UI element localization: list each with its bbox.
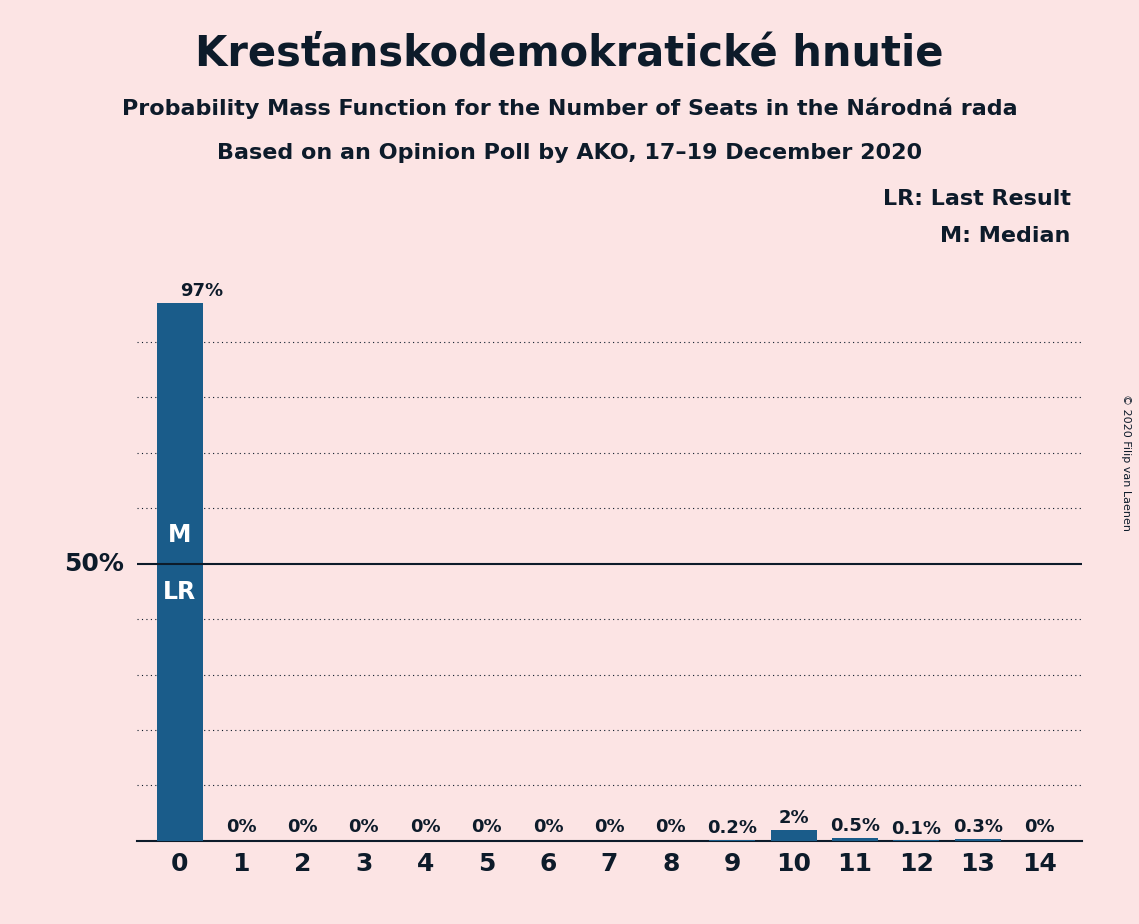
- Text: 0%: 0%: [595, 819, 624, 836]
- Text: 0%: 0%: [655, 819, 686, 836]
- Text: 0%: 0%: [472, 819, 502, 836]
- Text: 0.3%: 0.3%: [952, 819, 1002, 836]
- Text: M: Median: M: Median: [941, 226, 1071, 247]
- Bar: [710, 840, 755, 841]
- Text: LR: Last Result: LR: Last Result: [883, 189, 1071, 210]
- Text: 97%: 97%: [180, 283, 223, 300]
- Text: 0%: 0%: [226, 819, 256, 836]
- Text: 2%: 2%: [778, 809, 809, 827]
- Text: 0.5%: 0.5%: [830, 818, 880, 835]
- Text: 0%: 0%: [1024, 819, 1055, 836]
- Text: Based on an Opinion Poll by AKO, 17–19 December 2020: Based on an Opinion Poll by AKO, 17–19 D…: [216, 143, 923, 164]
- Text: 0.1%: 0.1%: [892, 820, 941, 837]
- Bar: [157, 303, 203, 841]
- Bar: [831, 838, 878, 841]
- Text: 0%: 0%: [533, 819, 564, 836]
- Bar: [770, 830, 817, 841]
- Text: M: M: [167, 523, 191, 547]
- Text: 0%: 0%: [410, 819, 441, 836]
- Text: 0%: 0%: [287, 819, 318, 836]
- Text: Kresťanskodemokratické hnutie: Kresťanskodemokratické hnutie: [195, 32, 944, 74]
- Text: 0%: 0%: [349, 819, 379, 836]
- Text: LR: LR: [163, 580, 196, 604]
- Text: © 2020 Filip van Laenen: © 2020 Filip van Laenen: [1121, 394, 1131, 530]
- Text: Probability Mass Function for the Number of Seats in the Národná rada: Probability Mass Function for the Number…: [122, 97, 1017, 118]
- Bar: [954, 839, 1001, 841]
- Text: 0.2%: 0.2%: [707, 819, 757, 837]
- Text: 50%: 50%: [65, 552, 124, 576]
